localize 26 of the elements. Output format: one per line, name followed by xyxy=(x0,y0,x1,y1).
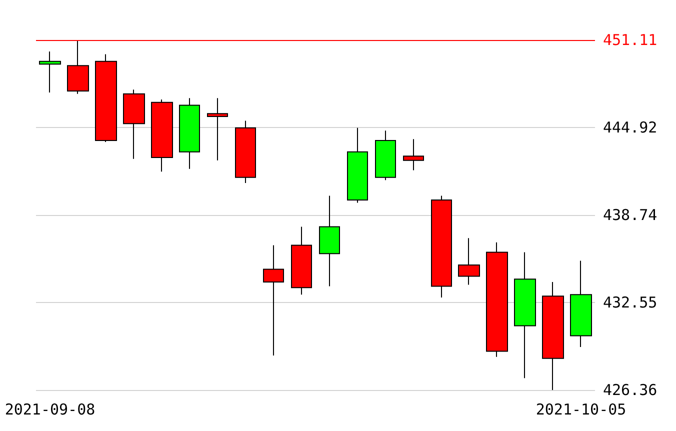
candlestick xyxy=(486,242,508,358)
y-tick-label: 438.74 xyxy=(603,206,658,224)
ref-line-label: 451.11 xyxy=(603,31,658,49)
candlestick xyxy=(235,120,256,184)
candlestick xyxy=(570,260,592,348)
candlestick xyxy=(458,238,480,286)
candlestick xyxy=(39,50,61,93)
candlestick xyxy=(431,195,452,298)
y-tick-label: 432.55 xyxy=(603,293,658,312)
x-tick-label: 2021-09-08 xyxy=(4,400,96,418)
candlestick xyxy=(291,226,312,296)
candlestick xyxy=(375,130,396,181)
candlestick xyxy=(514,252,536,379)
candlestick xyxy=(263,244,284,356)
candlestick xyxy=(207,98,228,161)
x-tick-label: 2021-10-05 xyxy=(536,400,626,418)
candlestick xyxy=(95,54,117,142)
candlestick xyxy=(542,281,564,390)
candlestick xyxy=(347,127,368,204)
candlestick xyxy=(123,89,145,160)
candlestick xyxy=(179,98,200,170)
y-tick-label: 426.36 xyxy=(603,381,658,399)
y-tick-label: 444.92 xyxy=(603,118,658,137)
candlestick xyxy=(319,195,340,287)
candlestick xyxy=(403,138,424,171)
candlestick xyxy=(151,99,173,172)
